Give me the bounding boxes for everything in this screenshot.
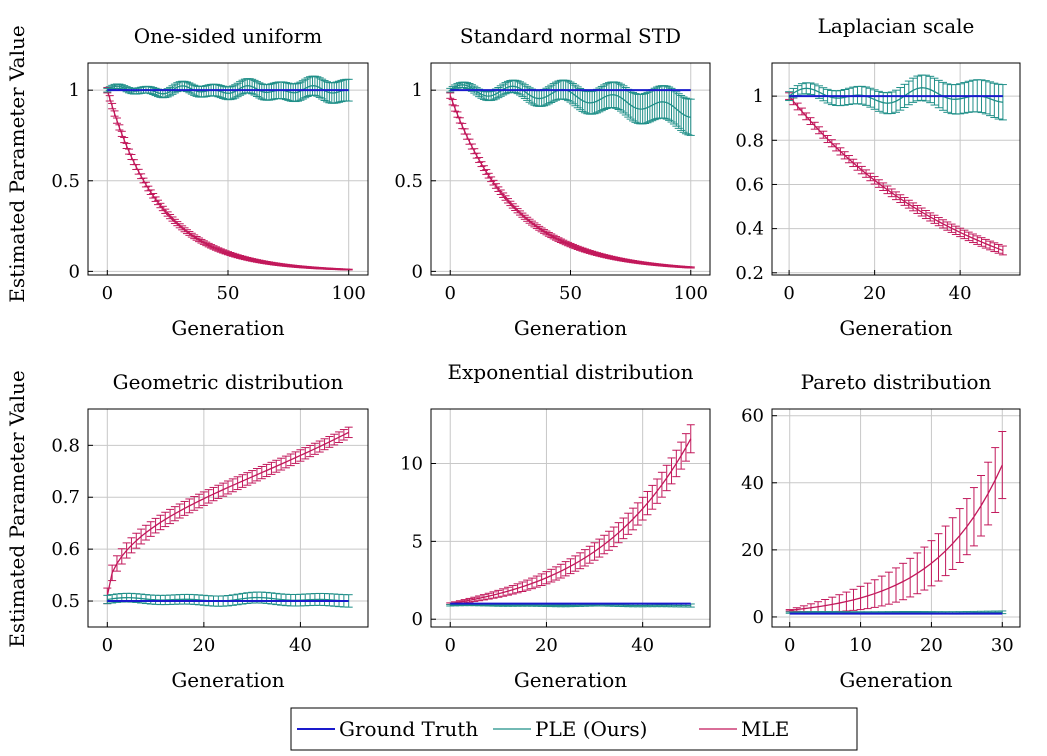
y-tick-label: 1 <box>753 86 764 107</box>
series-line-mle <box>789 464 1003 611</box>
y-tick-label: 0.6 <box>51 539 80 560</box>
x-axis-label: Generation <box>171 668 284 692</box>
plot-area <box>103 75 353 271</box>
x-tick-label: 40 <box>949 283 972 304</box>
plot-area <box>446 79 695 269</box>
x-tick-label: 30 <box>991 635 1014 656</box>
series-line-ple <box>788 87 1003 104</box>
x-tick-label: 40 <box>289 635 312 656</box>
x-tick-label: 100 <box>674 283 708 304</box>
panel-5: 0 20 40 0 5 10 Exponential distribution Generat… <box>400 360 711 692</box>
y-tick-label: 0.5 <box>51 591 80 612</box>
plot-area <box>785 430 1007 615</box>
legend-label-ground_truth: Ground Truth <box>339 717 478 741</box>
x-axis-label: Generation <box>171 316 284 340</box>
axes-frame <box>87 408 369 628</box>
y-axis-label-top: Estimated Parameter Value <box>5 25 29 302</box>
series-line-ple <box>450 604 691 607</box>
series-line-mle <box>449 95 691 269</box>
y-tick-label: 0.5 <box>394 171 423 192</box>
x-axis-label: Generation <box>514 668 627 692</box>
y-tick-label: 1 <box>69 80 80 101</box>
y-tick-label: 0.8 <box>51 435 80 456</box>
chart-title: One-sided uniform <box>134 24 322 48</box>
y-tick-label: 0.8 <box>735 130 764 151</box>
y-axis-label-bottom: Estimated Parameter Value <box>5 370 29 647</box>
y-tick-label: 0.6 <box>735 174 764 195</box>
x-tick-label: 10 <box>849 635 872 656</box>
y-tick-label: 0 <box>412 261 423 282</box>
x-tick-label: 0 <box>445 283 456 304</box>
plot-area <box>103 426 353 608</box>
x-tick-label: 0 <box>445 635 456 656</box>
panel-6: 0 10 20 30 0 20 40 60 Pareto distribution Generat… <box>741 370 1021 692</box>
axes-frame <box>771 408 1021 628</box>
y-tick-label: 5 <box>412 531 423 552</box>
plot-area <box>785 74 1007 256</box>
chart-title: Standard normal STD <box>460 24 681 48</box>
y-tick-label: 0.2 <box>735 263 764 284</box>
chart-title: Exponential distribution <box>448 360 694 384</box>
y-tick-label: 0 <box>69 261 80 282</box>
y-tick-label: 10 <box>400 454 423 475</box>
y-tick-label: 0.7 <box>51 487 80 508</box>
chart-title: Pareto distribution <box>801 370 992 394</box>
series-line-mle <box>106 89 349 271</box>
legend-label-mle: MLE <box>741 717 789 741</box>
x-tick-label: 0 <box>102 283 113 304</box>
x-tick-label: 40 <box>631 635 654 656</box>
x-tick-label: 50 <box>559 283 582 304</box>
y-tick-label: 60 <box>741 406 764 427</box>
y-tick-label: 40 <box>741 473 764 494</box>
series-line-mle <box>106 431 349 596</box>
x-tick-label: 100 <box>332 283 366 304</box>
y-tick-label: 1 <box>412 80 423 101</box>
x-tick-label: 20 <box>535 635 558 656</box>
plot-area <box>446 424 695 608</box>
series-line-ple <box>449 84 691 118</box>
x-tick-label: 20 <box>192 635 215 656</box>
x-tick-label: 50 <box>217 283 240 304</box>
x-tick-label: 20 <box>863 283 886 304</box>
axes-frame <box>430 408 711 628</box>
series-line-mle <box>450 438 692 605</box>
x-tick-label: 0 <box>783 283 794 304</box>
axes-frame <box>771 62 1021 276</box>
x-axis-label: Generation <box>514 316 627 340</box>
chart-title: Geometric distribution <box>113 370 344 394</box>
panel-1: 0 50 100 0 0.5 1 One-sided uniform Generation <box>51 24 369 340</box>
chart-title: Laplacian scale <box>818 14 975 38</box>
legend-box <box>290 707 858 751</box>
y-tick-label: 20 <box>741 540 764 561</box>
x-tick-label: 0 <box>102 635 113 656</box>
y-tick-label: 0.5 <box>51 171 80 192</box>
x-axis-label: Generation <box>839 316 952 340</box>
y-tick-label: 0 <box>412 609 423 630</box>
panel-4: 0 20 40 0.5 0.6 0.7 0.8 Geometric distribution G… <box>51 370 369 692</box>
legend: Ground Truth PLE (Ours) MLE <box>290 707 858 751</box>
panel-3: 0 20 40 0.2 0.4 0.6 0.8 1 Laplacian scale Generat… <box>735 14 1021 340</box>
y-tick-label: 0.4 <box>735 219 764 240</box>
legend-label-ple: PLE (Ours) <box>535 717 647 741</box>
x-axis-label: Generation <box>839 668 952 692</box>
x-tick-label: 0 <box>784 635 795 656</box>
panel-2: 0 50 100 0 0.5 1 Standard normal STD Generation <box>394 24 711 340</box>
x-tick-label: 20 <box>920 635 943 656</box>
series-line-mle <box>788 95 1004 252</box>
y-tick-label: 0 <box>753 607 764 628</box>
